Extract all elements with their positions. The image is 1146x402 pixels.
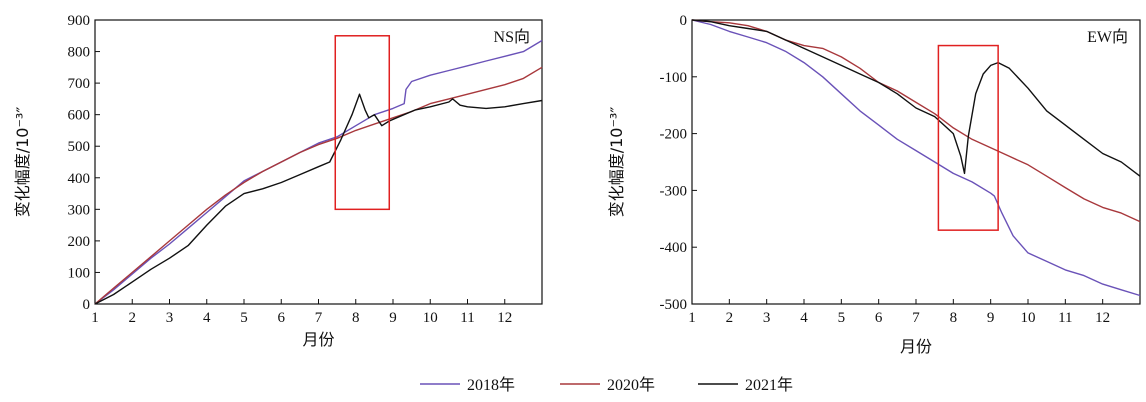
y-axis-title: 变化幅度/10⁻³″ xyxy=(607,107,626,218)
x-tick-label: 3 xyxy=(166,310,174,326)
y-tick-label: 0 xyxy=(680,13,688,29)
y-tick-label: -200 xyxy=(660,127,688,143)
y-tick-label: 200 xyxy=(68,234,91,250)
x-tick-label: 11 xyxy=(460,310,474,326)
x-tick-label: 9 xyxy=(987,310,995,326)
x-tick-label: 8 xyxy=(950,310,958,326)
x-tick-label: 10 xyxy=(1021,310,1036,326)
x-tick-label: 10 xyxy=(423,310,438,326)
x-tick-label: 5 xyxy=(838,310,846,326)
panel-label: NS向 xyxy=(494,28,530,46)
x-tick-label: 4 xyxy=(203,310,211,326)
series-line-2021 xyxy=(94,93,543,305)
series-line-2021 xyxy=(691,19,1141,177)
x-tick-label: 3 xyxy=(763,310,771,326)
x-tick-label: 1 xyxy=(91,310,99,326)
x-tick-label: 6 xyxy=(875,310,883,326)
series-line-2020 xyxy=(691,19,1141,223)
x-tick-label: 12 xyxy=(497,310,512,326)
x-tick-label: 5 xyxy=(240,310,248,326)
y-axis-title: 变化幅度/10⁻³″ xyxy=(13,107,32,218)
x-tick-label: 11 xyxy=(1058,310,1072,326)
y-tick-label: 400 xyxy=(68,171,91,187)
x-tick-label: 6 xyxy=(278,310,286,326)
x-tick-label: 2 xyxy=(726,310,734,326)
legend-label: 2018年 xyxy=(467,376,515,394)
y-tick-label: 0 xyxy=(83,297,91,313)
x-tick-label: 4 xyxy=(800,310,808,326)
x-tick-label: 9 xyxy=(389,310,397,326)
y-tick-label: 800 xyxy=(68,45,91,61)
x-tick-label: 12 xyxy=(1095,310,1110,326)
y-tick-label: -300 xyxy=(660,183,688,199)
x-tick-label: 1 xyxy=(688,310,696,326)
series-line-2018 xyxy=(691,19,1141,297)
y-tick-label: 700 xyxy=(68,76,91,92)
y-tick-label: 300 xyxy=(68,202,91,218)
series-line-2020 xyxy=(94,66,543,305)
x-axis-title: 月份 xyxy=(302,330,334,349)
y-tick-label: -400 xyxy=(660,240,688,256)
legend-label: 2020年 xyxy=(607,376,655,394)
y-tick-label: 100 xyxy=(68,265,91,281)
x-axis-title: 月份 xyxy=(900,337,932,356)
series-line-2018 xyxy=(94,39,543,305)
y-tick-label: 900 xyxy=(68,13,91,29)
y-tick-label: -100 xyxy=(660,70,688,86)
plot-frame xyxy=(691,19,1141,305)
plot-frame xyxy=(94,19,543,305)
x-tick-label: 7 xyxy=(912,310,920,326)
y-tick-label: 600 xyxy=(68,108,91,124)
legend: 2018年 2020年 2021年 xyxy=(420,376,793,394)
highlight-box xyxy=(937,44,999,231)
highlight-box xyxy=(334,35,391,211)
x-tick-label: 8 xyxy=(352,310,360,326)
x-tick-label: 2 xyxy=(129,310,137,326)
x-tick-label: 7 xyxy=(315,310,323,326)
y-tick-label: 500 xyxy=(68,139,91,155)
y-tick-label: -500 xyxy=(660,297,688,313)
panel-label: EW向 xyxy=(1087,28,1128,46)
legend-label: 2021年 xyxy=(745,376,793,394)
